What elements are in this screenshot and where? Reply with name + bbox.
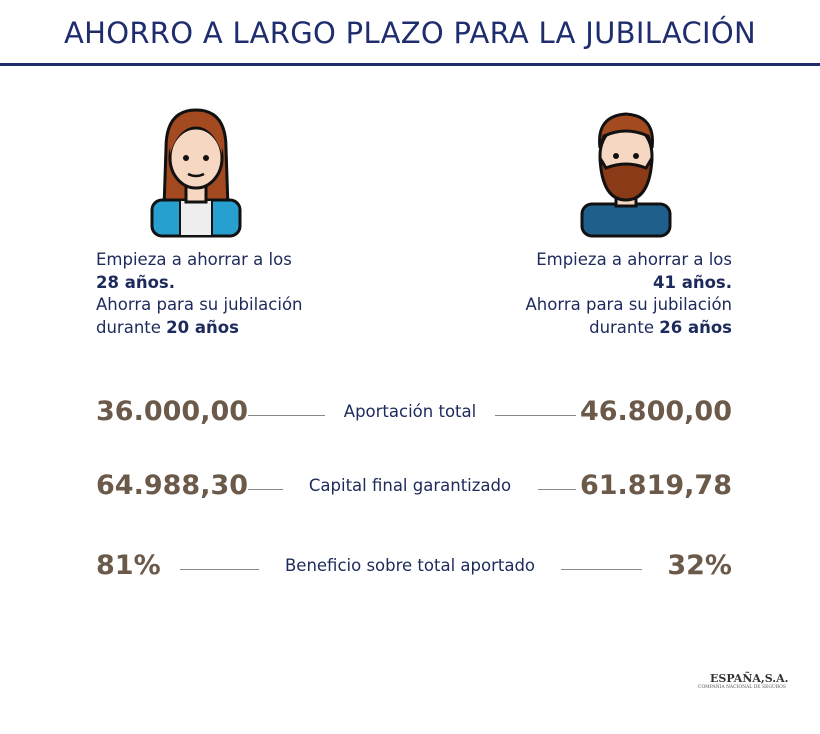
age: 41 años. xyxy=(652,272,732,292)
connector-line xyxy=(248,489,283,490)
right-value: 61.819,78 xyxy=(579,470,732,501)
logo-name: ESPAÑA,S.A. xyxy=(710,672,789,685)
logo: ESPAÑA,S.A. COMPAÑIA NACIONAL DE SEGUROS xyxy=(696,672,806,690)
woman-icon xyxy=(150,108,242,238)
connector-line xyxy=(495,415,576,416)
title-rule xyxy=(0,63,820,66)
left-value: 81% xyxy=(96,550,161,581)
text: durante xyxy=(96,317,161,337)
connector-line xyxy=(561,569,642,570)
connector-line xyxy=(537,489,576,490)
man-icon xyxy=(580,112,672,238)
row-label: Capital final garantizado xyxy=(308,476,512,495)
text-line: Ahorra para su jubilación xyxy=(525,295,733,314)
person-text: Empieza a ahorrar a los 41 años. Ahorra … xyxy=(526,249,733,339)
right-value: 32% xyxy=(667,550,732,581)
text-line: Empieza a ahorrar a los xyxy=(536,250,732,269)
connector-line xyxy=(180,569,259,570)
left-value: 36.000,00 xyxy=(96,396,249,427)
left-value: 64.988,30 xyxy=(96,470,249,501)
person-text: Empieza a ahorrar a los 28 años. Ahorra … xyxy=(96,249,303,339)
text-line: Ahorra para su jubilación xyxy=(96,295,303,314)
row-label: Aportación total xyxy=(343,402,477,421)
text: durante xyxy=(589,317,654,337)
age: 28 años. xyxy=(96,272,176,292)
logo-tagline: COMPAÑIA NACIONAL DE SEGUROS xyxy=(698,685,786,690)
row-label: Beneficio sobre total aportado xyxy=(284,556,536,575)
text-line: Empieza a ahorrar a los xyxy=(96,250,292,269)
years: 26 años xyxy=(659,317,732,337)
connector-line xyxy=(248,415,325,416)
years: 20 años xyxy=(166,317,239,337)
title: AHORRO A LARGO PLAZO PARA LA JUBILACIÓN xyxy=(63,16,757,50)
right-value: 46.800,00 xyxy=(579,396,732,427)
